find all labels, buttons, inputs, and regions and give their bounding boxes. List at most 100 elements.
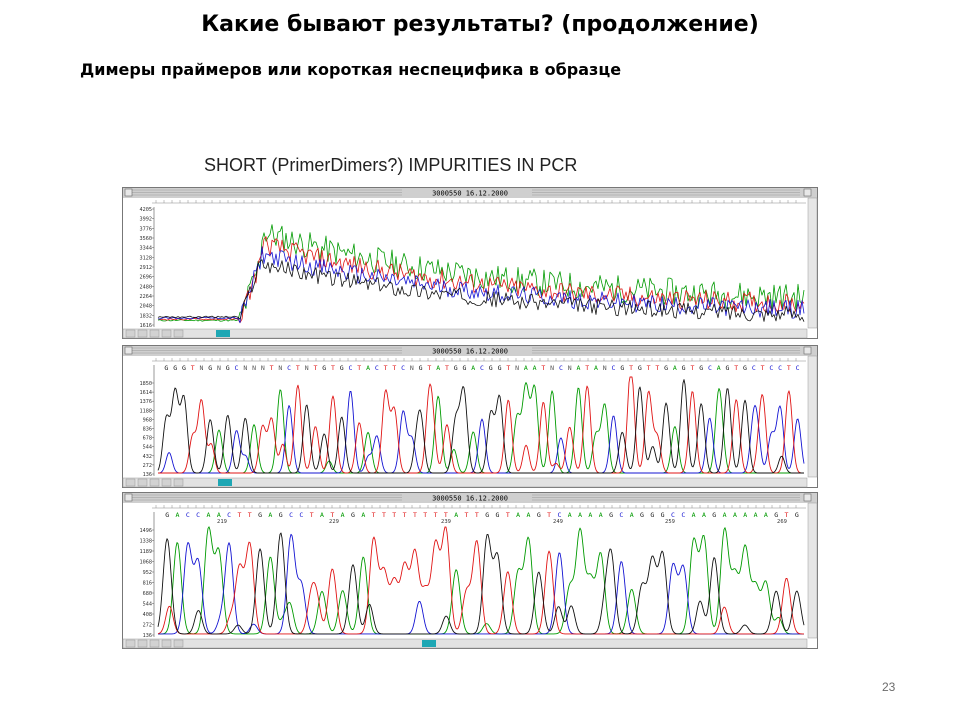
y-tick-label: 136 (143, 633, 152, 639)
base-call: C (186, 511, 190, 519)
base-call: A (320, 511, 324, 519)
base-call: A (717, 364, 721, 372)
scroll-arrow-icon (161, 329, 172, 338)
panel-title-bar (123, 493, 817, 503)
horizontal-scrollbar (122, 638, 808, 649)
base-call: T (761, 364, 765, 372)
scroll-thumb (216, 330, 230, 337)
vertical-scrollbar (807, 355, 818, 478)
y-tick-label: 2912 (140, 265, 153, 271)
base-call: G (682, 364, 686, 372)
zoom-box-icon (803, 493, 812, 502)
base-call: T (541, 364, 545, 372)
base-call: G (620, 364, 624, 372)
zoom-box-icon (803, 346, 812, 355)
base-call: G (165, 511, 169, 519)
y-tick-label: 272 (143, 463, 152, 469)
base-call: A (594, 364, 598, 372)
y-tick-label: 1189 (140, 549, 153, 555)
y-tick-label: 836 (143, 427, 152, 433)
panel-window-title: 3000550 16.12.2000 (432, 190, 508, 198)
base-call: A (578, 511, 582, 519)
horizontal-scrollbar (122, 477, 808, 488)
base-call: T (191, 364, 195, 372)
base-call: T (434, 511, 438, 519)
base-call: A (673, 364, 677, 372)
base-call: N (278, 364, 282, 372)
y-tick-label: 3776 (140, 226, 153, 232)
base-call: G (640, 511, 644, 519)
base-call: A (702, 511, 706, 519)
base-call: C (235, 364, 239, 372)
base-call: G (258, 511, 262, 519)
raw-trace (157, 236, 805, 324)
base-call: G (726, 364, 730, 372)
y-tick-label: 3560 (140, 236, 153, 242)
base-call: G (173, 364, 177, 372)
base-call: A (526, 511, 530, 519)
base-call: C (287, 364, 291, 372)
base-call: T (270, 364, 274, 372)
base-call: C (619, 511, 623, 519)
y-tick-label: 680 (143, 591, 152, 597)
base-call: C (375, 364, 379, 372)
raw-trace (157, 259, 805, 322)
chromatogram-panel-2: 3000550 16.12.2000 1850 1614 1376 1188 968 836… (122, 345, 818, 488)
base-call: T (585, 364, 589, 372)
page-number: 23 (882, 680, 896, 694)
base-call: A (743, 511, 747, 519)
base-call: T (248, 511, 252, 519)
base-call: G (322, 364, 326, 372)
base-call: T (310, 511, 314, 519)
base-call: A (723, 511, 727, 519)
zoom-box-icon (803, 188, 812, 197)
base-call: C (769, 364, 773, 372)
base-call: C (752, 364, 756, 372)
base-call: C (289, 511, 293, 519)
base-trace (157, 379, 804, 474)
panel-frame (122, 492, 818, 649)
base-call: T (444, 511, 448, 519)
y-tick-label: 3128 (140, 255, 153, 261)
y-tick-label: 952 (143, 570, 152, 576)
base-call: G (463, 364, 467, 372)
y-tick-label: 1188 (140, 408, 153, 414)
base-call: N (305, 364, 309, 372)
scroll-arrow-icon (137, 478, 148, 487)
panel-window-title: 3000550 16.12.2000 (432, 348, 508, 356)
base-call: G (650, 511, 654, 519)
base-call: A (692, 511, 696, 519)
close-box-icon (124, 188, 133, 197)
base-call: A (754, 511, 758, 519)
base-trace (157, 526, 804, 635)
base-call: T (547, 511, 551, 519)
base-call: A (436, 364, 440, 372)
vertical-scrollbar (807, 197, 818, 329)
base-call: T (506, 364, 510, 372)
base-call: C (612, 364, 616, 372)
base-call: T (465, 511, 469, 519)
figure-caption: SHORT (PrimerDimers?) IMPURITIES IN PCR (204, 155, 578, 175)
base-call: T (413, 511, 417, 519)
base-call: A (599, 511, 603, 519)
vertical-scrollbar (807, 502, 818, 639)
scroll-thumb (218, 479, 232, 486)
base-trace (157, 532, 805, 635)
close-box-icon (124, 493, 133, 502)
base-call: G (489, 364, 493, 372)
y-tick-label: 1832 (140, 313, 153, 319)
base-position-label: 239 (441, 519, 451, 525)
scroll-arrow-icon (125, 639, 136, 648)
base-call: C (559, 364, 563, 372)
base-position-label: 229 (329, 519, 339, 525)
base-call: T (372, 511, 376, 519)
base-call: G (664, 364, 668, 372)
y-tick-label: 3344 (140, 246, 153, 252)
base-call: G (743, 364, 747, 372)
base-call: G (208, 364, 212, 372)
y-tick-label: 2264 (140, 294, 153, 300)
y-tick-label: 136 (143, 472, 152, 478)
base-call: T (382, 511, 386, 519)
base-position-label: 269 (777, 519, 787, 525)
scroll-arrow-icon (161, 639, 172, 648)
